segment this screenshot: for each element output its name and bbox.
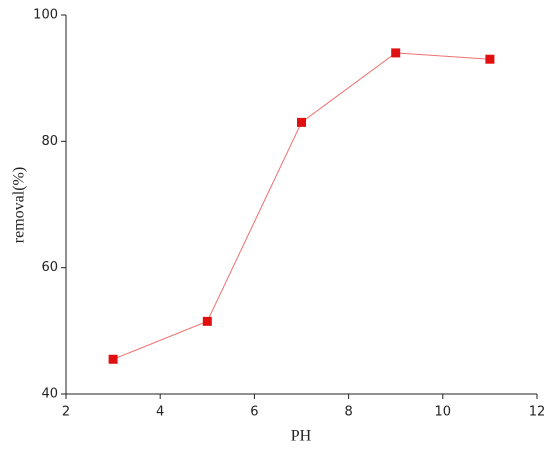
data-point [108, 354, 118, 364]
x-tick-label: 12 [529, 405, 546, 420]
x-tick-label: 4 [156, 405, 164, 420]
y-tick-label: 40 [41, 387, 58, 402]
y-axis-title: removal(%) [11, 167, 28, 243]
data-point [391, 48, 401, 58]
data-point [297, 117, 306, 127]
data-point [202, 316, 212, 326]
data-line [112, 52, 490, 360]
x-tick-label: 2 [62, 405, 70, 420]
y-tick-label: 100 [33, 8, 58, 23]
x-tick-label: 6 [250, 405, 258, 420]
y-tick-label: 60 [41, 260, 58, 275]
x-axis-title: PH [291, 428, 312, 445]
y-tick-label: 80 [41, 134, 58, 149]
data-point [485, 54, 495, 64]
x-tick-label: 8 [344, 405, 352, 420]
x-tick-label: 10 [435, 405, 452, 420]
